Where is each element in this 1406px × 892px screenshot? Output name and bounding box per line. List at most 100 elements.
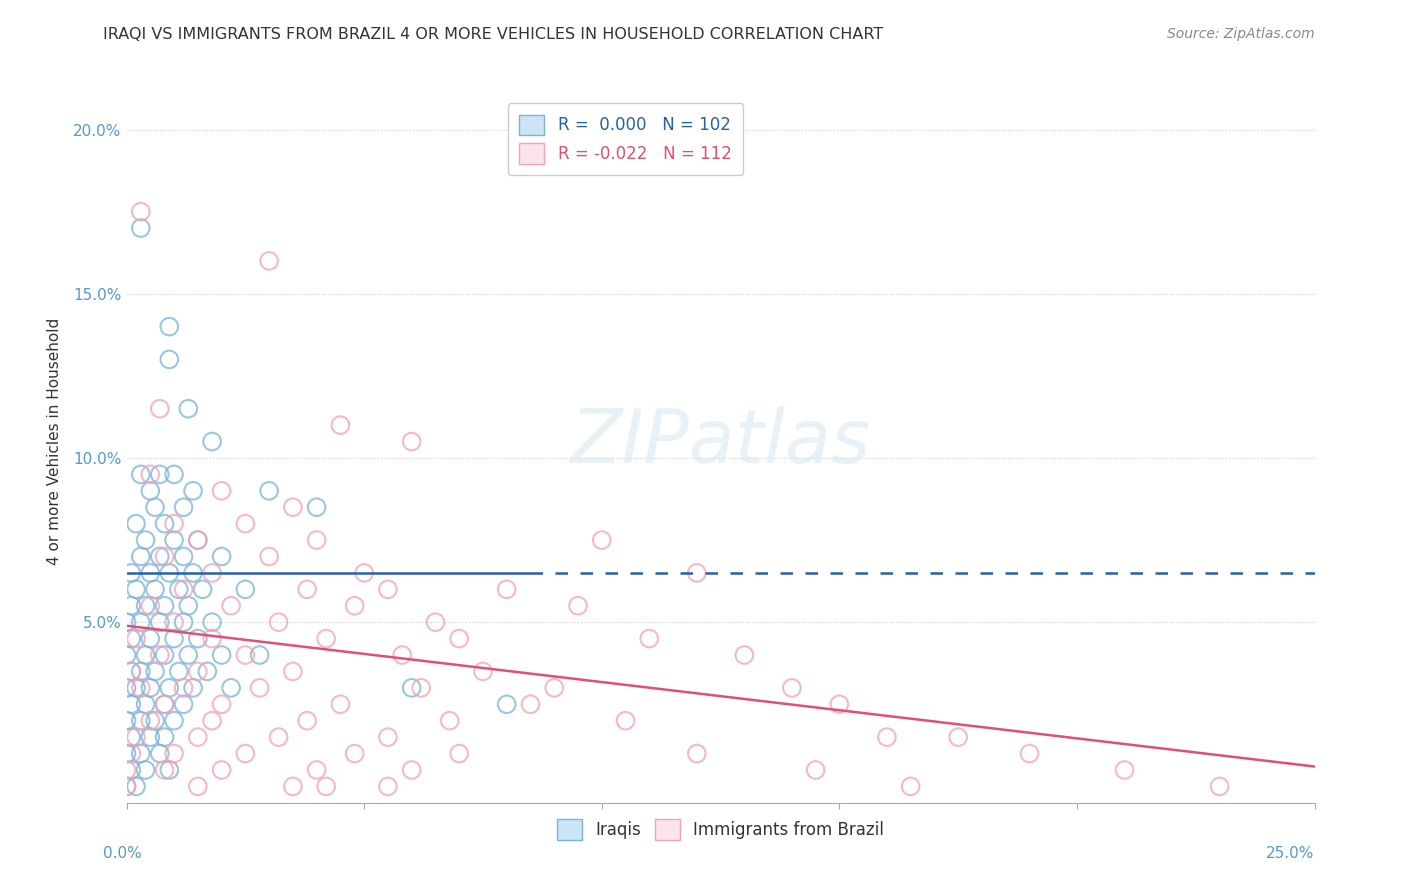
Point xyxy=(149,747,172,761)
Point xyxy=(211,698,233,712)
Point xyxy=(173,582,195,597)
Point xyxy=(143,714,166,728)
Point xyxy=(181,566,204,580)
Point xyxy=(948,730,970,744)
Point xyxy=(281,665,304,679)
Point xyxy=(828,698,851,712)
Point xyxy=(614,714,637,728)
Point xyxy=(343,599,366,613)
Point xyxy=(120,698,142,712)
Point xyxy=(129,467,152,482)
Point xyxy=(249,648,271,662)
Point xyxy=(157,319,180,334)
Point xyxy=(115,714,138,728)
Point xyxy=(139,714,162,728)
Point xyxy=(181,483,204,498)
Point xyxy=(249,681,271,695)
Point xyxy=(129,665,152,679)
Point xyxy=(449,747,471,761)
Point xyxy=(149,615,172,630)
Text: Source: ZipAtlas.com: Source: ZipAtlas.com xyxy=(1167,27,1315,41)
Point xyxy=(377,730,399,744)
Point xyxy=(177,599,200,613)
Point xyxy=(495,582,517,597)
Point xyxy=(157,352,180,367)
Point xyxy=(495,698,517,712)
Point xyxy=(305,763,328,777)
Point xyxy=(211,483,233,498)
Point xyxy=(135,533,157,547)
Point xyxy=(211,549,233,564)
Point xyxy=(153,648,176,662)
Point xyxy=(686,566,709,580)
Y-axis label: 4 or more Vehicles in Household: 4 or more Vehicles in Household xyxy=(48,318,62,566)
Point xyxy=(211,763,233,777)
Point xyxy=(125,516,148,531)
Point xyxy=(149,467,172,482)
Point xyxy=(343,747,366,761)
Point xyxy=(129,221,152,235)
Point xyxy=(305,533,328,547)
Point xyxy=(804,763,827,777)
Point xyxy=(543,681,565,695)
Point xyxy=(173,615,195,630)
Point xyxy=(181,681,204,695)
Point xyxy=(377,780,399,794)
Point xyxy=(167,582,190,597)
Legend: Iraqis, Immigrants from Brazil: Iraqis, Immigrants from Brazil xyxy=(551,813,890,847)
Point xyxy=(120,665,142,679)
Point xyxy=(267,730,290,744)
Point xyxy=(173,681,195,695)
Point xyxy=(281,780,304,794)
Point xyxy=(135,648,157,662)
Point xyxy=(187,730,209,744)
Point xyxy=(125,582,148,597)
Point xyxy=(219,681,242,695)
Point xyxy=(157,681,180,695)
Point xyxy=(153,599,176,613)
Point xyxy=(177,648,200,662)
Point xyxy=(120,665,142,679)
Point xyxy=(187,632,209,646)
Point xyxy=(139,566,162,580)
Point xyxy=(163,516,186,531)
Point xyxy=(125,681,148,695)
Point xyxy=(191,582,214,597)
Point xyxy=(315,780,337,794)
Point xyxy=(120,747,142,761)
Point xyxy=(135,763,157,777)
Point xyxy=(120,730,142,744)
Point xyxy=(567,599,589,613)
Point xyxy=(257,549,280,564)
Text: IRAQI VS IMMIGRANTS FROM BRAZIL 4 OR MORE VEHICLES IN HOUSEHOLD CORRELATION CHAR: IRAQI VS IMMIGRANTS FROM BRAZIL 4 OR MOR… xyxy=(103,27,883,42)
Point xyxy=(233,516,257,531)
Point xyxy=(173,549,195,564)
Point xyxy=(257,483,280,498)
Point xyxy=(163,714,186,728)
Point xyxy=(125,780,148,794)
Point xyxy=(329,418,352,433)
Point xyxy=(177,401,200,416)
Point xyxy=(780,681,803,695)
Point xyxy=(120,566,142,580)
Text: 25.0%: 25.0% xyxy=(1267,847,1315,861)
Point xyxy=(377,582,399,597)
Point xyxy=(305,500,328,515)
Point xyxy=(211,648,233,662)
Point xyxy=(411,681,433,695)
Point xyxy=(153,516,176,531)
Point xyxy=(876,730,898,744)
Point xyxy=(201,714,224,728)
Point xyxy=(135,599,157,613)
Point xyxy=(201,632,224,646)
Point xyxy=(153,698,176,712)
Point xyxy=(125,632,148,646)
Point xyxy=(900,780,922,794)
Point xyxy=(120,599,142,613)
Point xyxy=(401,681,423,695)
Point xyxy=(115,780,138,794)
Point xyxy=(173,500,195,515)
Point xyxy=(295,582,318,597)
Point xyxy=(1114,763,1136,777)
Point xyxy=(149,549,172,564)
